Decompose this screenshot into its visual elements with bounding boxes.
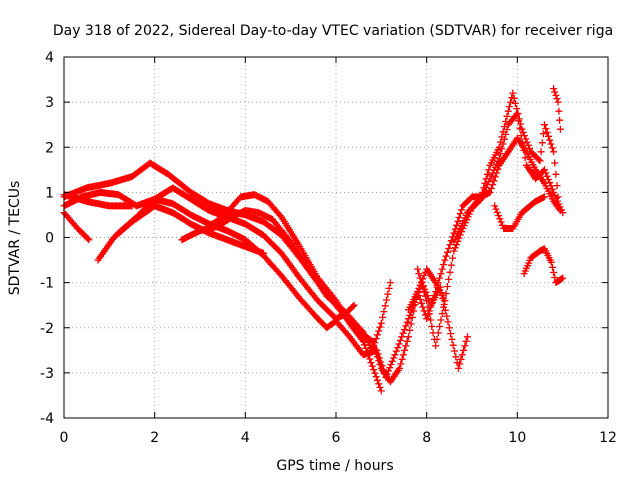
chart-title: Day 318 of 2022, Sidereal Day-to-day VTE… <box>53 23 613 39</box>
marker-path-arc-14 <box>520 245 567 287</box>
x-tick-label: 0 <box>60 430 69 446</box>
y-tick-label: -2 <box>40 321 54 337</box>
x-tick-label: 2 <box>150 430 159 446</box>
marker-path-arc-3 <box>60 209 93 244</box>
marker-path-arc-8 <box>205 191 385 395</box>
series-arc-12 <box>491 193 548 232</box>
y-tick-label: -3 <box>40 366 54 382</box>
series-arc-14 <box>520 245 567 287</box>
y-tick-label: 2 <box>45 140 54 156</box>
marker-path-arc-12 <box>491 193 548 232</box>
x-tick-label: 6 <box>332 430 341 446</box>
marker-path-arc-11 <box>450 134 564 246</box>
axis-ticks <box>63 56 609 419</box>
series-arc-13 <box>550 85 564 133</box>
data-series <box>60 85 567 395</box>
x-tick-label: 10 <box>508 430 526 446</box>
series-arc-3 <box>60 209 93 244</box>
x-tick-label: 8 <box>422 430 431 446</box>
y-tick-label: 1 <box>45 185 54 201</box>
grid <box>64 57 608 418</box>
marker-path-arc-10 <box>405 89 562 323</box>
y-tick-label: 0 <box>45 231 54 247</box>
y-tick-label: -4 <box>40 411 54 427</box>
marker-path-arc-6 <box>114 195 471 381</box>
x-axis-title: GPS time / hours <box>276 458 393 474</box>
x-tick-label: 12 <box>599 430 617 446</box>
series-arc-10 <box>405 89 562 323</box>
marker-path-arc-9 <box>414 109 567 350</box>
y-tick-label: 4 <box>45 50 54 66</box>
marker-path-arc-13 <box>550 85 564 133</box>
series-arc-9 <box>414 109 567 350</box>
y-tick-label: 3 <box>45 95 54 111</box>
series-arc-6 <box>114 195 471 381</box>
series-arc-8 <box>205 191 385 395</box>
y-tick-label: -1 <box>40 276 54 292</box>
y-axis-title: SDTVAR / TECUs <box>7 181 23 296</box>
x-tick-label: 4 <box>241 430 250 446</box>
series-arc-11 <box>450 134 564 246</box>
